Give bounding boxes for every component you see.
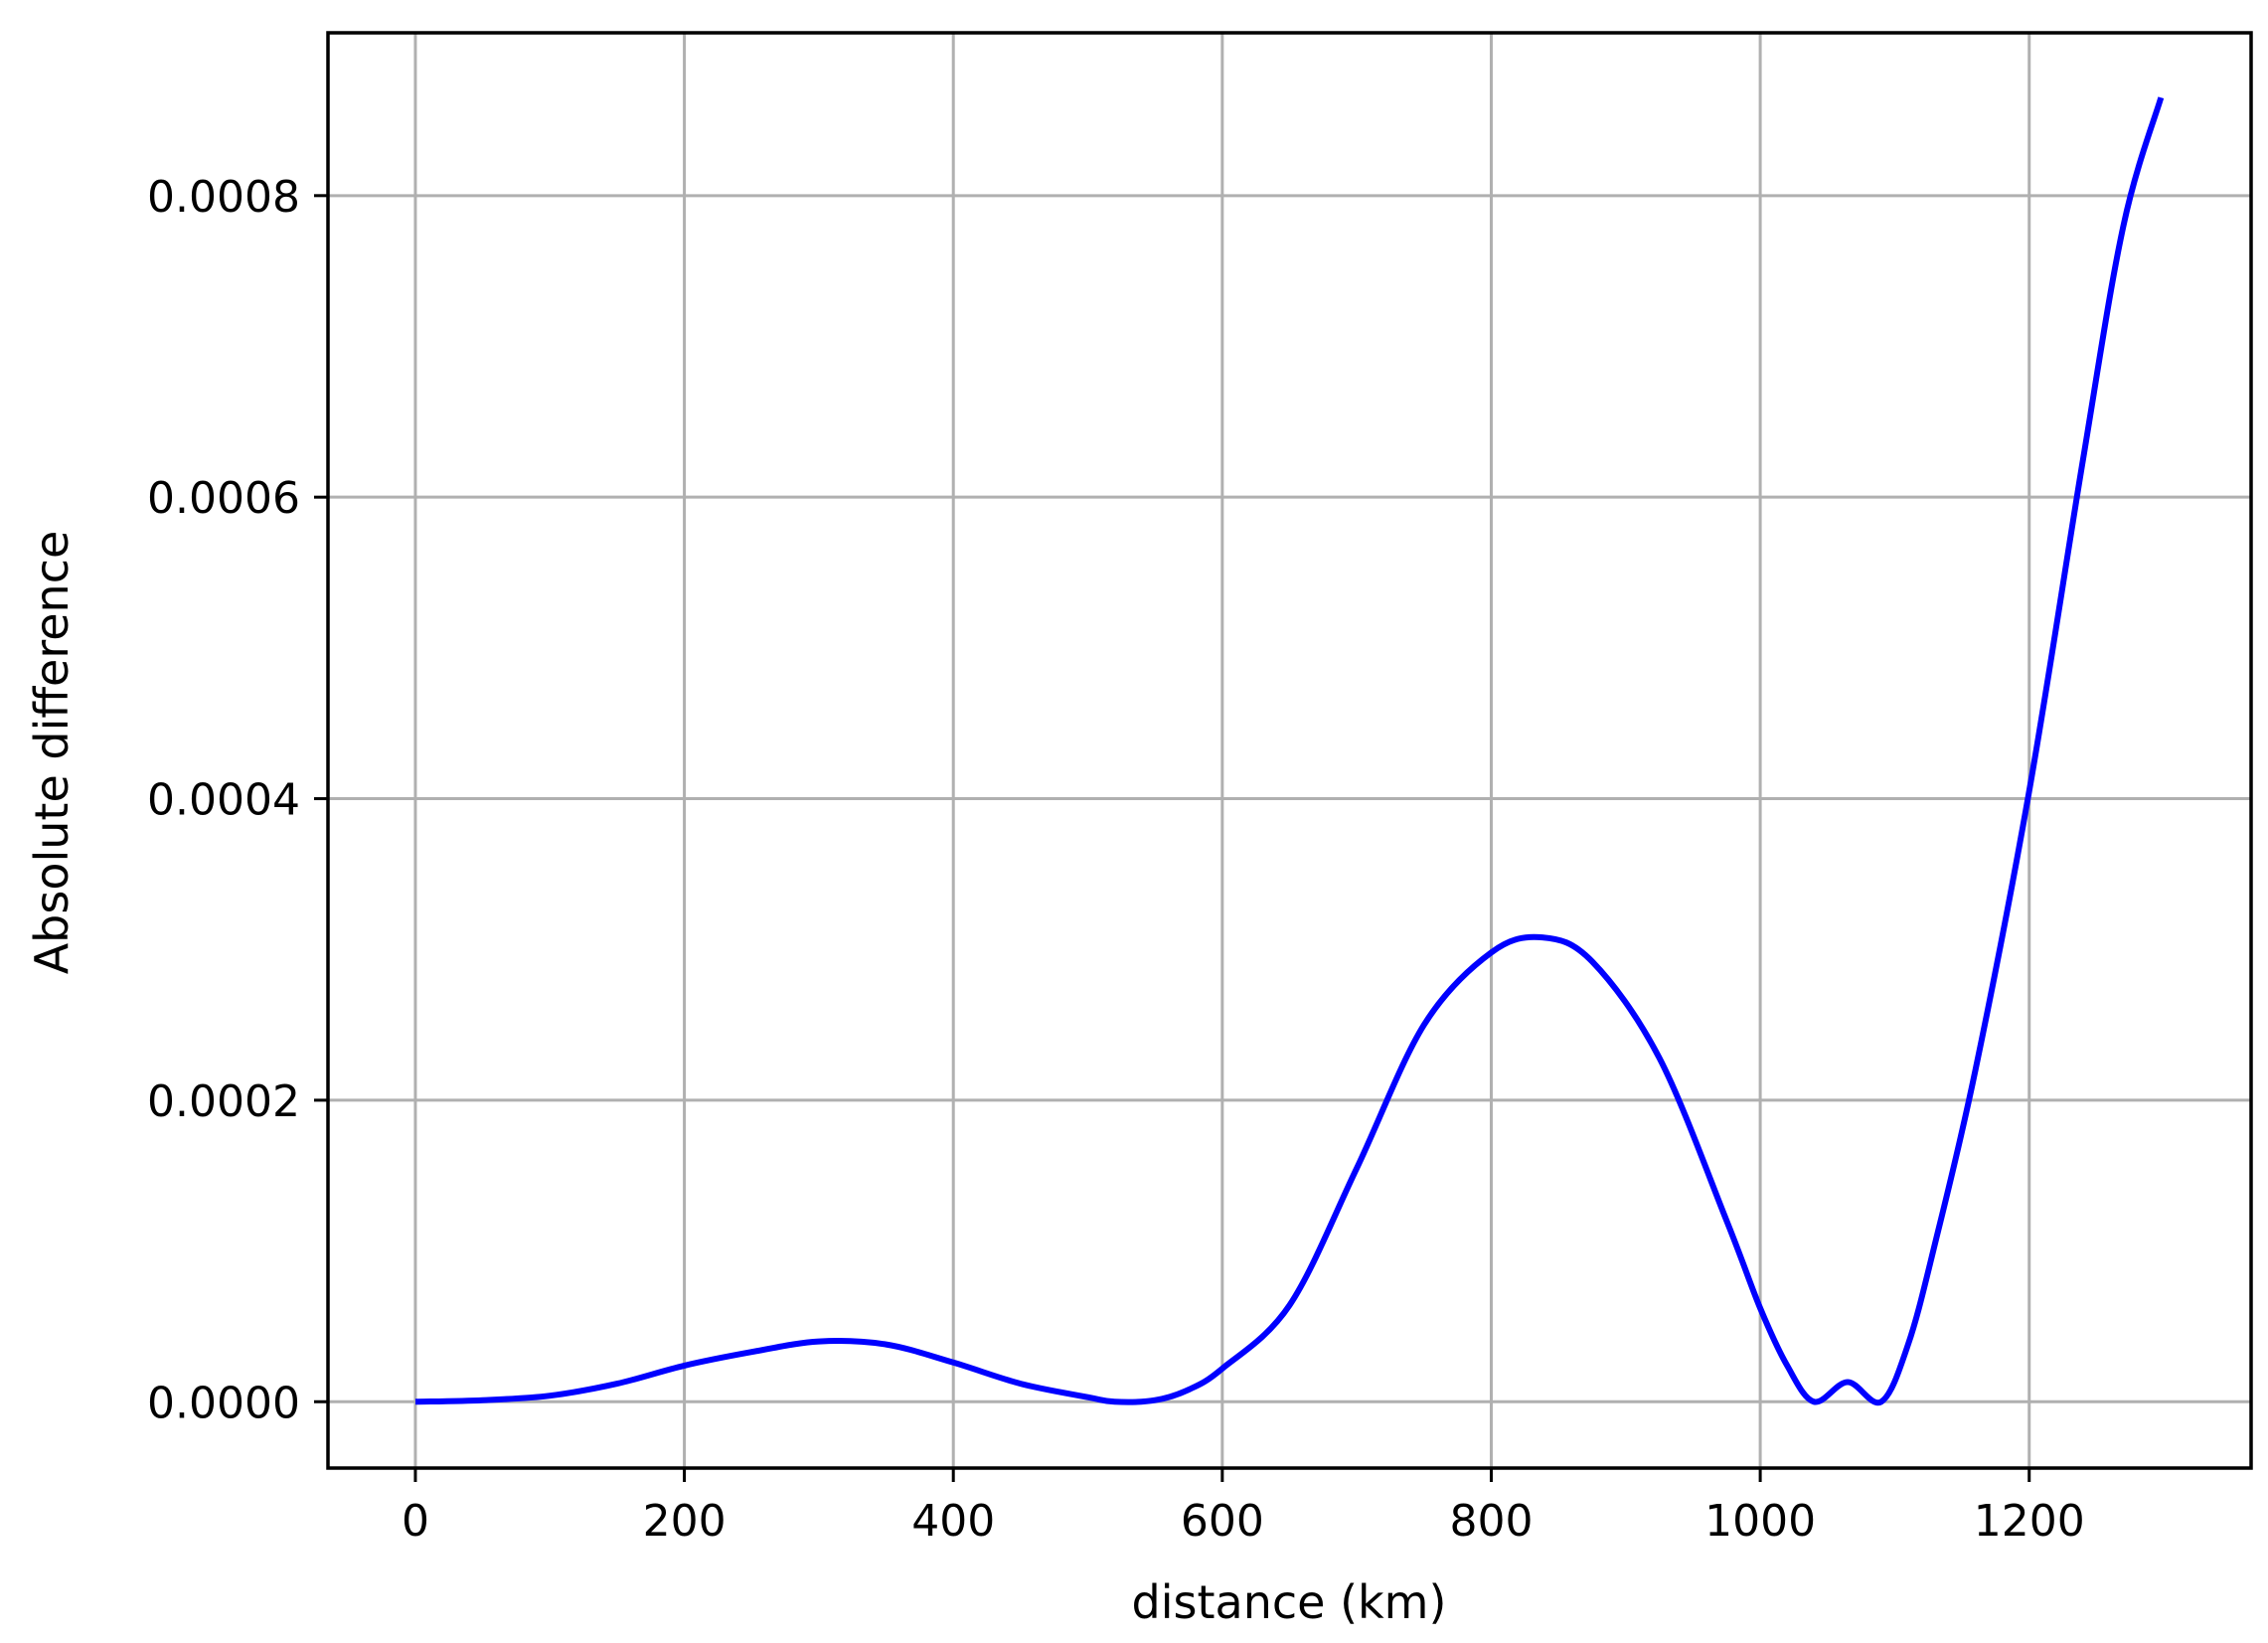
y-axis: 0.0000 0.0002 0.0004 0.0006 0.0008 bbox=[147, 172, 328, 1428]
y-tick-label: 0.0006 bbox=[147, 473, 300, 524]
series-group bbox=[414, 96, 2165, 1406]
y-tick-label: 0.0000 bbox=[147, 1378, 300, 1428]
x-axis-label: distance (km) bbox=[1132, 1575, 1447, 1629]
x-tick-label: 400 bbox=[911, 1496, 995, 1547]
x-axis: 0 200 400 600 800 1000 1200 bbox=[402, 1468, 2085, 1547]
x-tick-label: 1000 bbox=[1704, 1496, 1816, 1547]
y-tick-label: 0.0008 bbox=[147, 172, 300, 223]
y-axis-label: Absolute difference bbox=[25, 531, 79, 975]
grid bbox=[328, 33, 2251, 1468]
x-tick-label: 1200 bbox=[1974, 1496, 2085, 1547]
plot-frame bbox=[326, 31, 2253, 1470]
x-tick-label: 800 bbox=[1449, 1496, 1533, 1547]
y-tick-label: 0.0004 bbox=[147, 775, 300, 826]
y-tick-label: 0.0002 bbox=[147, 1076, 300, 1127]
x-tick-label: 200 bbox=[643, 1496, 727, 1547]
series-line bbox=[414, 96, 2165, 1406]
x-tick-label: 0 bbox=[402, 1496, 429, 1547]
x-tick-label: 600 bbox=[1181, 1496, 1264, 1547]
